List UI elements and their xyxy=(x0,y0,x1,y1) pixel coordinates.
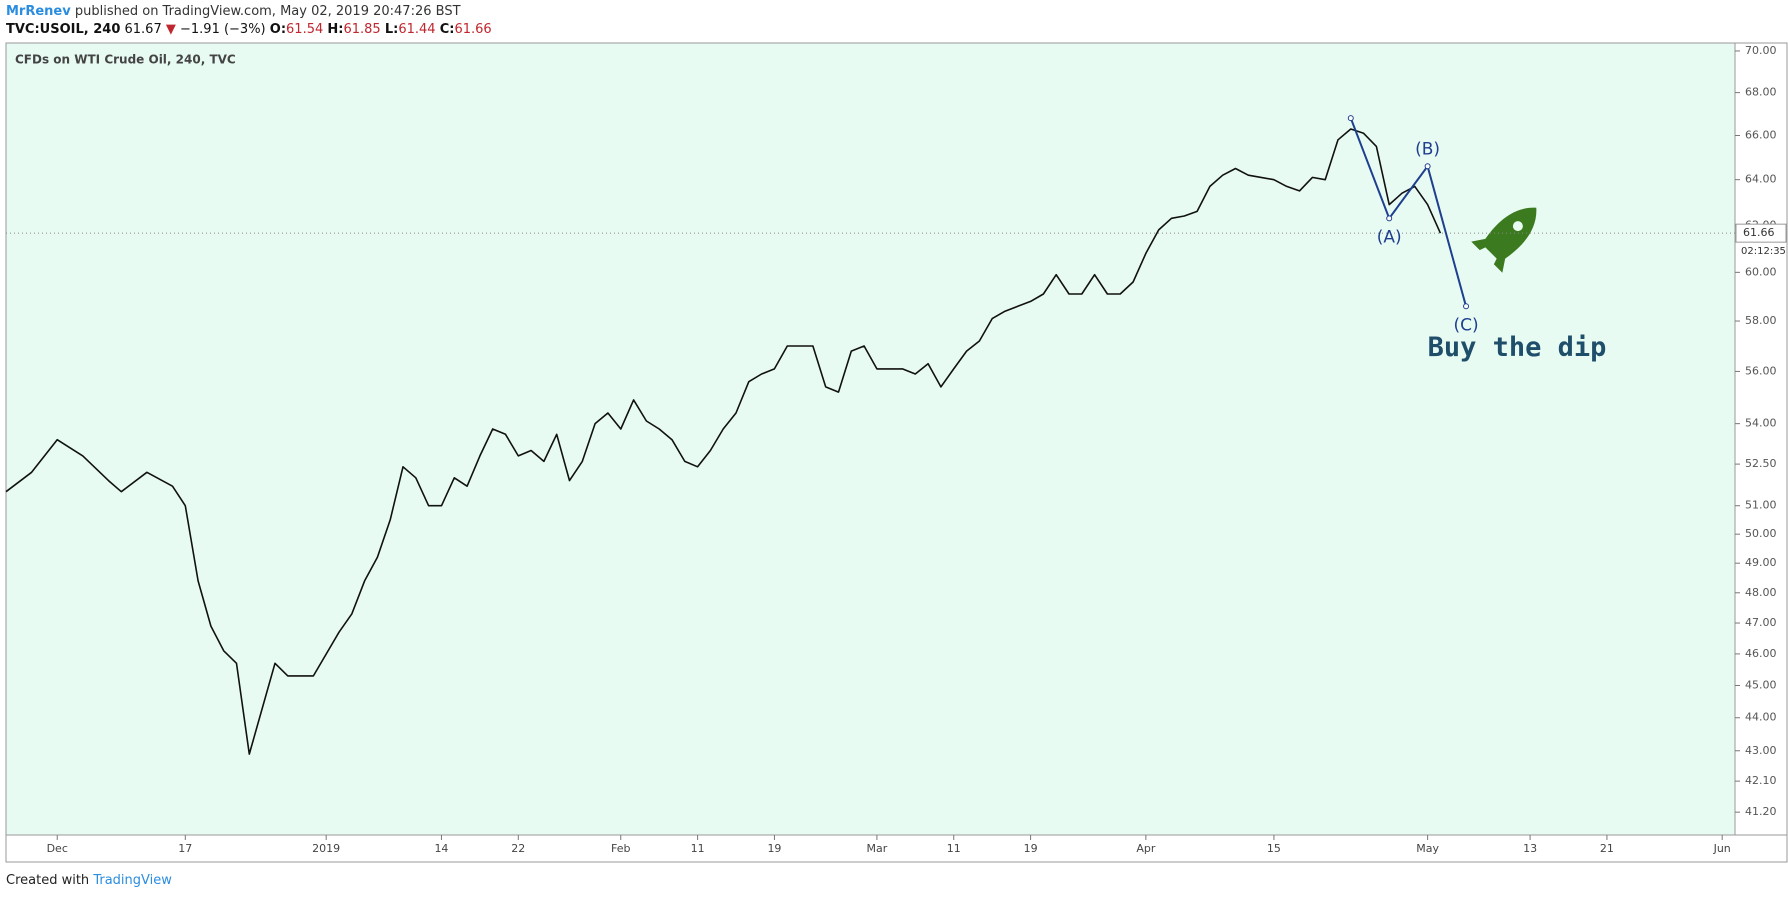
wave-point xyxy=(1463,303,1470,310)
low: 61.44 xyxy=(398,22,436,37)
y-tick-label: 70.00 xyxy=(1745,44,1777,57)
y-tick-label: 45.00 xyxy=(1745,678,1777,691)
x-tick-label: Dec xyxy=(47,842,68,855)
brand[interactable]: TradingView xyxy=(93,873,172,888)
x-tick-label: 19 xyxy=(1024,842,1038,855)
x-tick-label: Jun xyxy=(1713,842,1731,855)
x-tick-label: 19 xyxy=(767,842,781,855)
y-tick-label: 46.00 xyxy=(1745,647,1777,660)
y-tick-label: 56.00 xyxy=(1745,364,1777,377)
x-tick-label: 15 xyxy=(1267,842,1281,855)
close: 61.66 xyxy=(454,22,492,37)
y-tick-label: 48.00 xyxy=(1745,586,1777,599)
rocket-icon xyxy=(1471,207,1537,273)
high-label: H: xyxy=(327,22,344,37)
wave-point xyxy=(1347,115,1354,122)
plot-area xyxy=(5,42,1736,836)
y-tick-label: 47.00 xyxy=(1745,616,1777,629)
x-tick-label: 13 xyxy=(1523,842,1537,855)
y-tick-label: 49.00 xyxy=(1745,556,1777,569)
author[interactable]: MrRenev xyxy=(6,4,71,19)
price-line xyxy=(5,128,1442,755)
time-axis xyxy=(5,834,1788,863)
countdown-label: 02:12:35 xyxy=(1741,246,1786,257)
published: published on TradingView.com, May 02, 20… xyxy=(74,4,461,19)
header-line: MrRenev published on TradingView.com, Ma… xyxy=(6,4,461,19)
y-tick-label: 42.10 xyxy=(1745,774,1777,787)
low-label: L: xyxy=(384,22,399,37)
x-tick-label: 17 xyxy=(178,842,192,855)
wave-label: (B) xyxy=(1415,139,1440,159)
x-tick-label: 14 xyxy=(434,842,448,855)
wave-label: (C) xyxy=(1453,315,1478,335)
quote-line: TVC:USOIL, 240 61.67 ▼ −1.91 (−3%) O:61.… xyxy=(6,22,492,37)
x-tick-label: Mar xyxy=(867,842,888,855)
change: −1.91 (−3%) xyxy=(180,22,266,37)
created-with: Created with xyxy=(6,873,90,888)
x-tick-label: Apr xyxy=(1136,842,1156,855)
high: 61.85 xyxy=(343,22,381,37)
chart: CFDs on WTI Crude Oil, 240, TVC 41.20 42.… xyxy=(5,42,1788,863)
x-tick-label: 11 xyxy=(947,842,961,855)
annotation: Buy the dip xyxy=(1428,332,1607,363)
x-tick-label: 11 xyxy=(691,842,705,855)
open: 61.54 xyxy=(286,22,324,37)
y-tick-label: 60.00 xyxy=(1745,265,1777,278)
y-tick-label: 51.00 xyxy=(1745,499,1777,512)
chart-title: CFDs on WTI Crude Oil, 240, TVC xyxy=(15,53,236,67)
y-tick-label: 50.00 xyxy=(1745,527,1777,540)
y-tick-label: 52.50 xyxy=(1745,457,1777,470)
x-tick-label: Feb xyxy=(611,842,630,855)
y-tick-label: 44.00 xyxy=(1745,711,1777,724)
last-price-label: 61.66 xyxy=(1743,226,1775,239)
y-tick-label: 68.00 xyxy=(1745,86,1777,99)
close-label: C: xyxy=(439,22,455,37)
y-tick-label: 58.00 xyxy=(1745,314,1777,327)
x-tick-label: 22 xyxy=(511,842,525,855)
symbol: TVC:USOIL, 240 xyxy=(6,22,121,37)
wave-line xyxy=(1349,117,1467,307)
y-tick-label: 64.00 xyxy=(1745,173,1777,186)
x-tick-label: 21 xyxy=(1600,842,1614,855)
last-price-box xyxy=(1735,223,1787,243)
down-arrow: ▼ xyxy=(165,22,176,37)
x-tick-label: May xyxy=(1416,842,1439,855)
x-tick-label: 2019 xyxy=(312,842,340,855)
wave-label: (A) xyxy=(1377,227,1402,247)
wave-point xyxy=(1424,163,1431,170)
price: 61.67 xyxy=(124,22,162,37)
y-tick-label: 54.00 xyxy=(1745,417,1777,430)
footer: Created with TradingView xyxy=(6,873,172,888)
wave-point xyxy=(1386,215,1393,222)
y-tick-label: 41.20 xyxy=(1745,805,1777,818)
open-label: O: xyxy=(269,22,287,37)
y-tick-label: 43.00 xyxy=(1745,744,1777,757)
y-tick-label: 66.00 xyxy=(1745,128,1777,141)
